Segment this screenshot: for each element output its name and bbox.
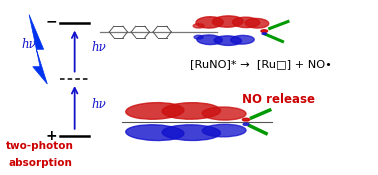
Text: [RuNO]* →  [Ru□] + NO•: [RuNO]* → [Ru□] + NO•	[190, 59, 332, 69]
Ellipse shape	[231, 35, 254, 44]
Ellipse shape	[243, 123, 249, 125]
Ellipse shape	[162, 125, 220, 141]
Ellipse shape	[261, 30, 268, 32]
Ellipse shape	[245, 18, 269, 28]
Ellipse shape	[197, 35, 222, 45]
Text: −: −	[45, 15, 57, 29]
Text: two-photon: two-photon	[6, 141, 74, 151]
Text: absorption: absorption	[8, 158, 72, 168]
Ellipse shape	[193, 24, 204, 28]
Ellipse shape	[196, 17, 223, 28]
Text: hν: hν	[91, 41, 106, 54]
Ellipse shape	[214, 36, 242, 46]
Ellipse shape	[262, 33, 266, 34]
Text: hν: hν	[22, 38, 37, 51]
Text: +: +	[45, 129, 57, 143]
Text: hν: hν	[91, 98, 106, 111]
Ellipse shape	[126, 125, 184, 141]
Ellipse shape	[202, 107, 246, 120]
Ellipse shape	[194, 35, 203, 39]
Ellipse shape	[126, 103, 184, 119]
Ellipse shape	[212, 16, 243, 27]
Ellipse shape	[162, 103, 220, 119]
Ellipse shape	[202, 124, 246, 137]
Ellipse shape	[242, 118, 250, 121]
Text: NO release: NO release	[242, 93, 315, 106]
Polygon shape	[29, 15, 47, 84]
Ellipse shape	[232, 17, 260, 28]
